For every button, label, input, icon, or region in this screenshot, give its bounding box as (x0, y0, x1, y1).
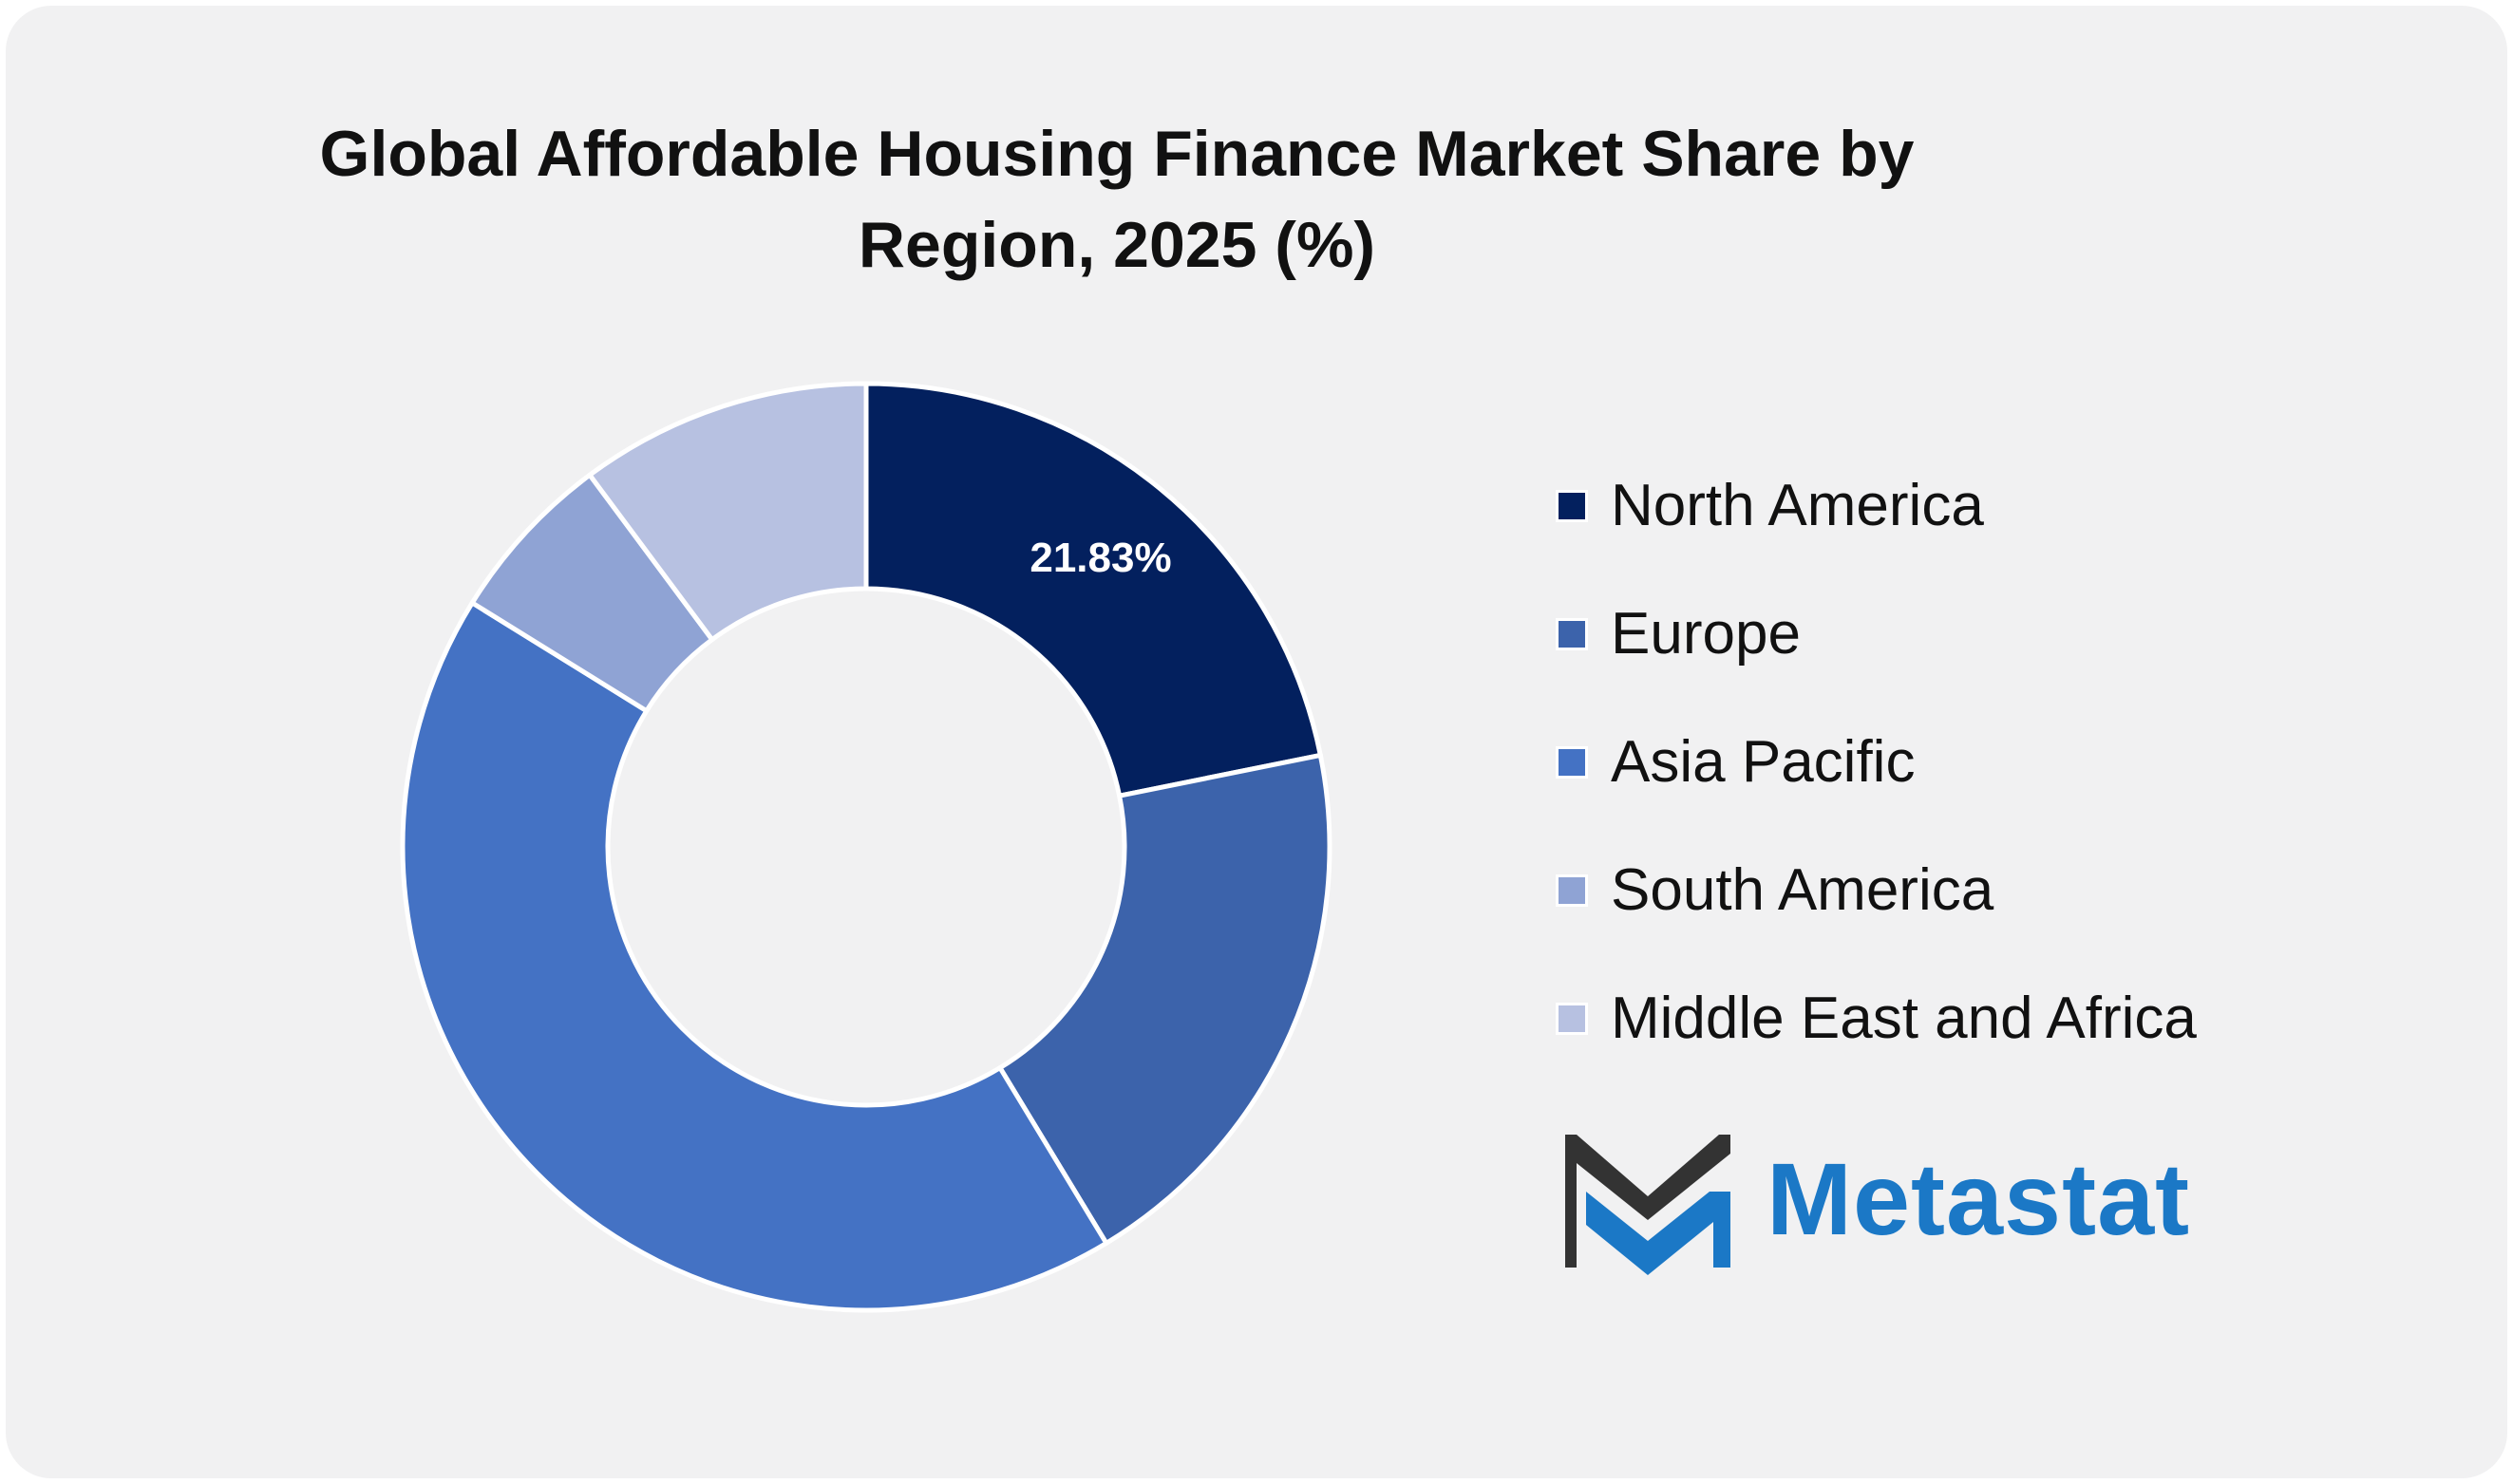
metastat-logo-text: Metastat (1767, 1141, 2191, 1256)
legend-item-south-america: South America (1556, 826, 2467, 954)
donut-slice-asia-pacific (400, 600, 1109, 1313)
legend-swatch (1556, 489, 1588, 522)
legend-swatch (1556, 1002, 1588, 1035)
donut-slice-north-america (863, 381, 1323, 798)
legend-item-asia-pacific: Asia Pacific (1556, 698, 2467, 826)
legend-label: South America (1611, 857, 1994, 923)
legend-swatch (1556, 873, 1588, 907)
legend-item-middle-east-and-africa: Middle East and Africa (1556, 954, 2467, 1082)
legend-swatch (1556, 745, 1588, 779)
chart-legend: North America Europe Asia Pacific South Ame… (1556, 441, 2467, 1082)
metastat-logo-mark-icon (1565, 1135, 1730, 1275)
donut-slice-europe (997, 752, 1332, 1246)
legend-item-north-america: North America (1556, 441, 2467, 570)
legend-label: Asia Pacific (1611, 729, 1916, 795)
chart-title: Global Affordable Housing Finance Market… (319, 118, 1915, 281)
legend-label: Europe (1611, 601, 1801, 667)
donut-slice-middle-east-and-africa (587, 381, 869, 643)
legend-swatch (1556, 617, 1588, 650)
legend-label: Middle East and Africa (1611, 986, 2197, 1051)
metastat-logo: Metastat (1558, 1125, 2251, 1277)
legend-item-europe: Europe (1556, 570, 2467, 698)
legend-label: North America (1611, 473, 1984, 538)
data-label-north-america: 21.83% (1030, 535, 1171, 581)
